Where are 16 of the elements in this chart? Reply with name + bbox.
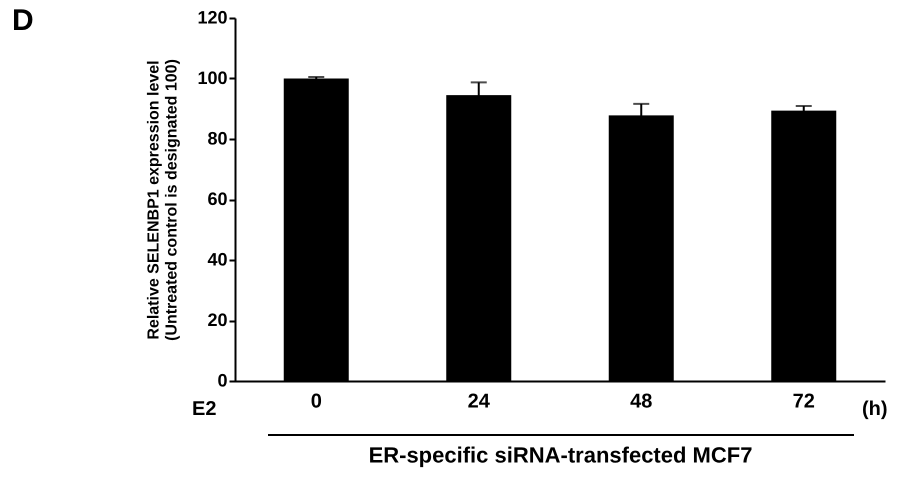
x-tick-label: 0 xyxy=(310,390,322,412)
text: (h) xyxy=(862,398,888,421)
text: E2 xyxy=(192,398,216,421)
y-axis-title: Relative SELENBP1 expression level (Untreated control is designated 100) xyxy=(145,59,180,341)
text: D xyxy=(12,4,34,38)
y-tick-label: 0 xyxy=(217,370,228,390)
x-axis-title: ER-specific siRNA-transfected MCF7 xyxy=(368,442,752,468)
y-tick-label: 100 xyxy=(197,68,228,88)
y-tick-label: 20 xyxy=(207,310,228,330)
y-tick-label: 60 xyxy=(207,189,228,209)
y-tick-label: 120 xyxy=(197,8,228,28)
y-tick-label: 40 xyxy=(207,250,228,270)
x-tick-label: 24 xyxy=(468,390,491,412)
x-tick-label: 48 xyxy=(630,390,652,412)
y-tick-label: 80 xyxy=(207,128,228,148)
x-tick-label: 72 xyxy=(792,390,815,412)
